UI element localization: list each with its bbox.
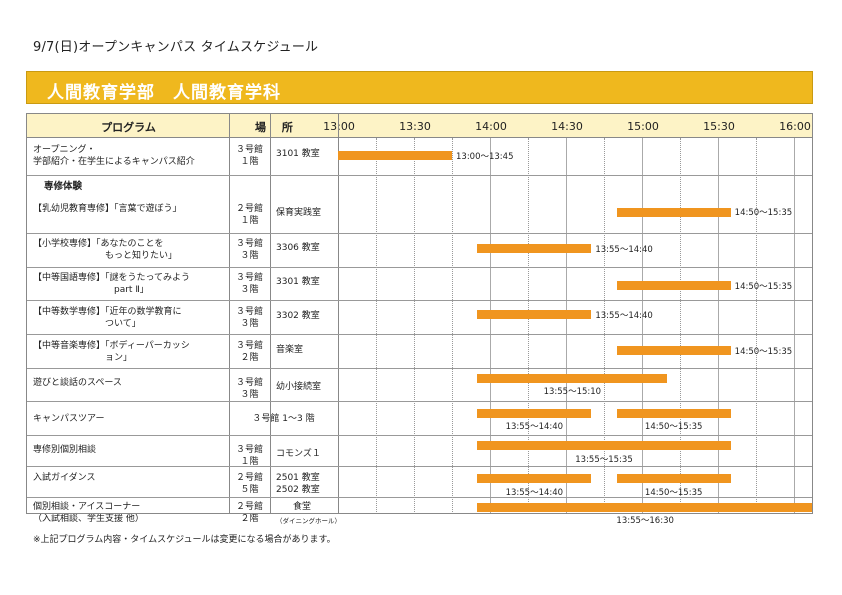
time-label: 13:55～15:35 [575, 455, 633, 465]
disclaimer-note: ※上記プログラム内容・タイムスケジュールは変更になる場合があります。 [33, 535, 336, 545]
time-tick: 13:00 [323, 120, 355, 133]
time-bar [477, 474, 592, 483]
program-name: 【中等国語専修】「謎をうたってみよう part Ⅱ」 [33, 273, 191, 295]
room-name: 3301 教室 [276, 277, 320, 287]
time-label: 13:00～13:45 [456, 152, 514, 162]
time-bar [616, 208, 731, 217]
building-floor: ３号館 １階 [235, 445, 263, 467]
schedule-row [26, 335, 813, 369]
department-name: 人間教育学部 人間教育学科 [47, 83, 281, 103]
section-label: 専修体験 [44, 181, 83, 192]
building-floor: ３号館 ３階 [235, 307, 263, 329]
time-label: 14:50～15:35 [644, 422, 703, 432]
room-name: 3306 教室 [276, 243, 320, 253]
time-bar [616, 281, 731, 290]
time-bar [477, 310, 592, 319]
time-bar [338, 151, 452, 160]
room-name: コモンズ１ [276, 449, 321, 459]
room-name: 3302 教室 [276, 311, 320, 321]
room-name: 3101 教室 [276, 149, 320, 159]
time-tick: 13:30 [399, 120, 431, 133]
time-tick: 16:00 [779, 120, 811, 133]
time-tick: 14:30 [551, 120, 583, 133]
time-label: 14:50～15:35 [734, 208, 793, 218]
schedule-row [26, 301, 813, 335]
time-label: 13:55～14:40 [505, 488, 564, 498]
time-label: 14:50～15:35 [734, 347, 793, 357]
room-subname: （ダイニングホール） [276, 517, 341, 525]
room-name: 食堂 [293, 502, 312, 512]
building-floor: ３号館 1～3 階 [252, 414, 315, 424]
schedule-row [26, 436, 813, 467]
time-bar [477, 409, 592, 418]
time-bar [616, 474, 731, 483]
time-bar [477, 503, 813, 512]
time-label: 13:55～16:30 [616, 516, 674, 526]
time-label: 13:55～14:40 [505, 422, 564, 432]
program-name: 専修別個別相談 [33, 445, 97, 455]
schedule-row [26, 402, 813, 436]
program-name: 遊びと談話のスペース [33, 378, 122, 388]
program-name: キャンパスツアー [33, 414, 105, 424]
room-name: 幼小接続室 [276, 382, 322, 392]
schedule-row [26, 138, 813, 176]
program-name: 【小学校専修】「あなたのことを もっと知りたい」 [33, 239, 178, 261]
time-label: 13:55～14:40 [595, 311, 653, 321]
program-name: 個別相談・アイスコーナー （入試相談、学生支援 他） [33, 502, 144, 524]
time-label: 14:50～15:35 [734, 282, 793, 292]
header-place: 場 所 [255, 121, 299, 134]
time-label: 14:50～15:35 [644, 488, 703, 498]
schedule-row [26, 176, 813, 234]
schedule-row [26, 369, 813, 402]
time-label: 13:55～14:40 [595, 245, 653, 255]
page-title: 9/7(日)オープンキャンパス タイムスケジュール [33, 40, 319, 55]
room-name: 音楽室 [276, 345, 304, 355]
header-program: プログラム [101, 121, 156, 134]
time-bar [616, 409, 731, 418]
schedule-row [26, 467, 813, 498]
program-name: 【中等音楽専修】「ボディーパーカッシ ョン」 [33, 341, 190, 363]
building-floor: ２号館 ２階 [235, 502, 263, 524]
building-floor: ２号館 ５階 [235, 473, 263, 495]
building-floor: ３号館 ３階 [235, 273, 263, 295]
department-banner: 人間教育学部 人間教育学科 [26, 71, 813, 104]
table-header: プログラム 場 所 13:00 13:30 14:00 14:30 15:00 … [26, 113, 813, 138]
time-tick: 14:00 [475, 120, 507, 133]
program-name: オープニング・ 学部紹介・在学生によるキャンパス紹介 [33, 145, 195, 167]
time-tick: 15:30 [703, 120, 735, 133]
time-bar [616, 346, 731, 355]
building-floor: ２号館 １階 [235, 204, 263, 226]
building-floor: ３号館 １階 [235, 145, 263, 167]
program-name: 【中等数学専修】「近年の数学教育に ついて」 [33, 307, 182, 329]
program-name: 【乳幼児教育専修】「言葉で遊ぼう」 [33, 204, 182, 214]
time-bar [477, 374, 668, 383]
schedule-row [26, 268, 813, 301]
time-bar [477, 441, 731, 450]
building-floor: ３号館 ２階 [235, 341, 263, 363]
time-label: 13:55～15:10 [543, 387, 602, 397]
building-floor: ３号館 ３階 [235, 239, 263, 261]
room-name: 保育実践室 [276, 208, 322, 218]
room-name: 2501 教室 2502 教室 [276, 473, 320, 495]
time-tick: 15:00 [627, 120, 659, 133]
time-bar [477, 244, 592, 253]
program-name: 入試ガイダンス [33, 473, 96, 483]
building-floor: ３号館 ３階 [235, 378, 263, 400]
schedule-row [26, 234, 813, 268]
